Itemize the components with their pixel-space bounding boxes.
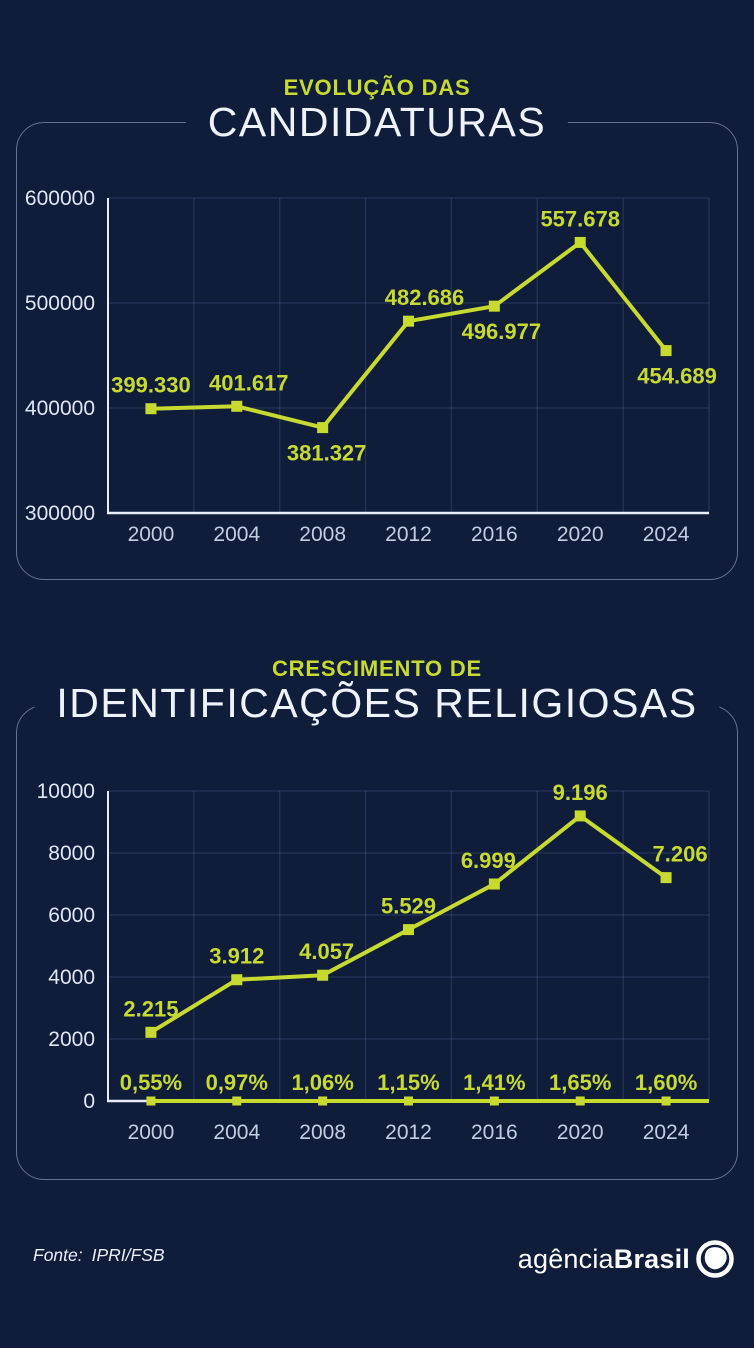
svg-text:401.617: 401.617 (209, 370, 289, 395)
svg-text:10000: 10000 (37, 780, 95, 803)
svg-text:1,60%: 1,60% (635, 1070, 697, 1095)
svg-text:5.529: 5.529 (381, 894, 436, 919)
svg-text:9.196: 9.196 (553, 780, 608, 805)
svg-text:2004: 2004 (213, 523, 260, 546)
candidaturas-chart: 300000 400000 500000 600000 2000 2004 2008 2012… (25, 187, 717, 546)
svg-text:2000: 2000 (48, 1028, 95, 1051)
svg-text:500000: 500000 (25, 292, 95, 315)
svg-text:2008: 2008 (299, 523, 346, 546)
svg-text:2012: 2012 (385, 523, 432, 546)
svg-text:2000: 2000 (128, 523, 175, 546)
footer: Fonte: IPRI/FSB agência Brasil (0, 1232, 754, 1288)
svg-text:0: 0 (83, 1090, 95, 1113)
svg-text:2012: 2012 (385, 1121, 432, 1144)
svg-text:4.057: 4.057 (299, 939, 354, 964)
religioes-title-block: CRESCIMENTO DE IDENTIFICAÇÕES RELIGIOSAS (34, 655, 720, 726)
brasil-globe-icon (696, 1240, 734, 1278)
svg-text:3.912: 3.912 (209, 944, 264, 969)
svg-text:399.330: 399.330 (111, 373, 191, 398)
logo-text-light: agência (517, 1243, 614, 1274)
svg-text:482.686: 482.686 (385, 285, 465, 310)
candidaturas-chart-card: 300000 400000 500000 600000 2000 2004 2008 2012… (16, 122, 738, 580)
svg-text:454.689: 454.689 (637, 364, 717, 389)
svg-text:600000: 600000 (25, 187, 95, 210)
candidaturas-title-block: EVOLUÇÃO DAS CANDIDATURAS (185, 74, 569, 145)
logo-text-bold: Brasil (613, 1243, 690, 1274)
source-label: Fonte: (33, 1245, 83, 1265)
svg-text:2000: 2000 (128, 1121, 175, 1144)
svg-text:4000: 4000 (48, 966, 95, 989)
svg-text:2024: 2024 (643, 523, 690, 546)
svg-text:0,97%: 0,97% (206, 1070, 268, 1095)
svg-text:8000: 8000 (48, 842, 95, 865)
svg-text:2016: 2016 (471, 523, 518, 546)
svg-text:2016: 2016 (471, 1121, 518, 1144)
svg-text:557.678: 557.678 (540, 206, 620, 231)
svg-text:0,55%: 0,55% (120, 1070, 182, 1095)
religioes-kicker: CRESCIMENTO DE (271, 656, 483, 681)
svg-text:300000: 300000 (25, 502, 95, 525)
svg-text:2008: 2008 (299, 1121, 346, 1144)
svg-text:6.999: 6.999 (461, 848, 516, 873)
svg-text:2024: 2024 (643, 1121, 690, 1144)
svg-text:381.327: 381.327 (287, 441, 367, 466)
svg-text:7.206: 7.206 (653, 842, 708, 867)
svg-text:1,41%: 1,41% (463, 1070, 525, 1095)
religioes-title: IDENTIFICAÇÕES RELIGIOSAS (56, 680, 698, 726)
source-note: Fonte: IPRI/FSB (33, 1245, 165, 1266)
svg-text:2.215: 2.215 (123, 996, 178, 1021)
svg-text:496.977: 496.977 (462, 319, 542, 344)
svg-text:6000: 6000 (48, 904, 95, 927)
svg-text:1,65%: 1,65% (549, 1070, 611, 1095)
svg-text:2020: 2020 (557, 523, 604, 546)
religioes-chart-card: 0 2000 4000 6000 8000 10000 2000 2004 2008 2012 20… (16, 705, 738, 1180)
candidaturas-kicker: EVOLUÇÃO DAS (283, 75, 471, 100)
svg-text:2020: 2020 (557, 1121, 604, 1144)
identificacoes-religiosas-chart: 0 2000 4000 6000 8000 10000 2000 2004 2008 2012 20… (37, 780, 710, 1144)
svg-text:1,06%: 1,06% (291, 1070, 353, 1095)
svg-text:2004: 2004 (213, 1121, 260, 1144)
svg-text:400000: 400000 (25, 397, 95, 420)
candidaturas-title: CANDIDATURAS (207, 99, 547, 145)
svg-text:1,15%: 1,15% (377, 1070, 439, 1095)
source-value: IPRI/FSB (91, 1245, 165, 1265)
agencia-brasil-logo: agência Brasil (518, 1238, 736, 1280)
